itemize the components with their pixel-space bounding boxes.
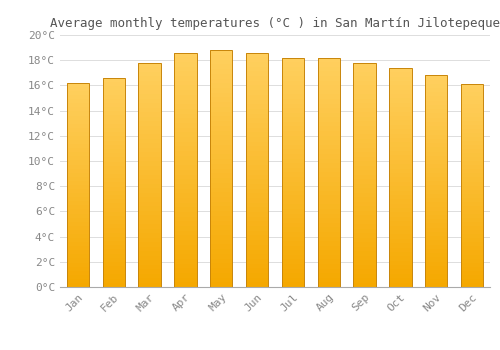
Bar [246, 52, 268, 287]
Bar [67, 83, 89, 287]
Bar [390, 68, 411, 287]
Bar [174, 52, 197, 287]
Bar [425, 75, 448, 287]
Title: Average monthly temperatures (°C ) in San Martín Jilotepeque: Average monthly temperatures (°C ) in Sa… [50, 17, 500, 30]
Bar [138, 63, 160, 287]
Bar [282, 58, 304, 287]
Bar [102, 78, 125, 287]
Bar [318, 58, 340, 287]
Bar [210, 50, 233, 287]
Bar [461, 84, 483, 287]
Bar [354, 63, 376, 287]
